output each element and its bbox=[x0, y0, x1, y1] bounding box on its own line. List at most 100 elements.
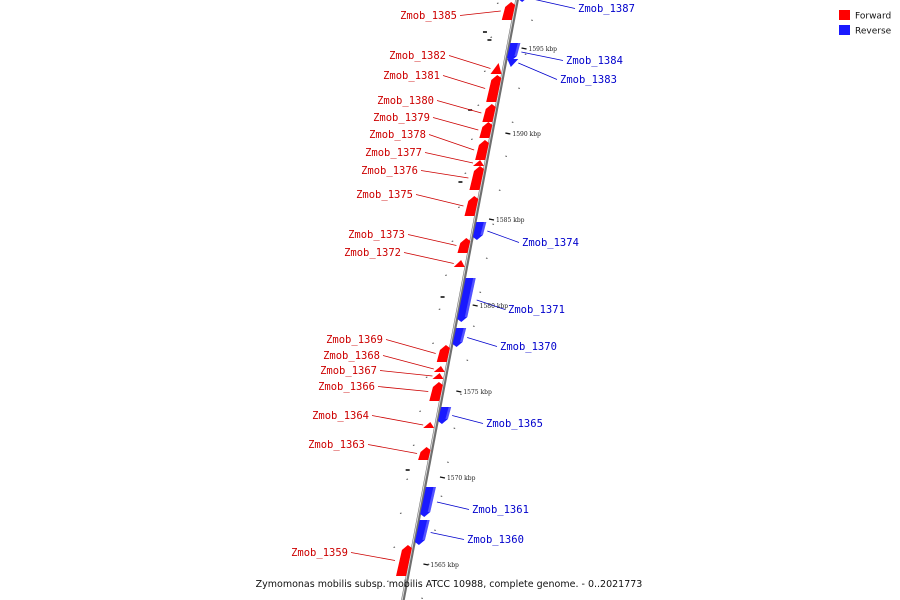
gene-shape[interactable] bbox=[501, 2, 516, 20]
gene-zmob-1381[interactable] bbox=[483, 75, 502, 102]
minor-tick bbox=[425, 376, 428, 378]
gene-label[interactable]: Zmob_1365 bbox=[486, 418, 543, 430]
gene-label[interactable]: Zmob_1387 bbox=[578, 3, 635, 15]
gene-label[interactable]: Zmob_1384 bbox=[566, 55, 623, 67]
kbp-label: 1590 kbp bbox=[512, 131, 541, 138]
gene-label[interactable]: Zmob_1373 bbox=[348, 229, 405, 241]
gene-zmob-1370[interactable] bbox=[452, 328, 467, 347]
gene-zmob-1361[interactable] bbox=[420, 487, 436, 517]
gene-label[interactable]: Zmob_1378 bbox=[369, 129, 426, 141]
gene-zmob-1384[interactable] bbox=[506, 43, 521, 61]
leader-line bbox=[476, 299, 506, 310]
gene-label[interactable]: Zmob_1371 bbox=[508, 304, 565, 316]
gene-label[interactable]: Zmob_1377 bbox=[365, 147, 422, 159]
gene-label[interactable]: Zmob_1369 bbox=[326, 334, 383, 346]
gene-shape[interactable] bbox=[518, 0, 529, 2]
gene-label[interactable]: Zmob_1370 bbox=[500, 341, 557, 353]
gene-zmob-1365[interactable] bbox=[437, 407, 452, 424]
gene-shape[interactable] bbox=[464, 196, 479, 216]
gene-zmob-1359[interactable] bbox=[393, 545, 412, 576]
gene-shape[interactable] bbox=[482, 104, 496, 122]
gene-zmob-1382[interactable] bbox=[490, 63, 502, 74]
gene-shape[interactable] bbox=[472, 222, 487, 240]
gene-shape[interactable] bbox=[479, 122, 493, 138]
minor-tick bbox=[490, 36, 493, 38]
gene-label[interactable]: Zmob_1380 bbox=[377, 95, 434, 107]
gene-label[interactable]: Zmob_1379 bbox=[373, 112, 430, 124]
gene-shape[interactable] bbox=[414, 520, 430, 545]
gene-label[interactable]: Zmob_1367 bbox=[320, 365, 377, 377]
gene-shape[interactable] bbox=[432, 373, 444, 379]
gene-shape[interactable] bbox=[418, 447, 431, 460]
gene-features bbox=[393, 0, 529, 576]
gene-shape[interactable] bbox=[452, 328, 467, 347]
gene-shape[interactable] bbox=[506, 43, 521, 61]
gene-zmob-1378[interactable] bbox=[472, 140, 489, 160]
gene-shape[interactable] bbox=[429, 382, 443, 401]
gene-label[interactable]: Zmob_1366 bbox=[318, 381, 375, 393]
gene-shape[interactable] bbox=[423, 422, 435, 428]
gene-label[interactable]: Zmob_1383 bbox=[560, 74, 617, 86]
gene-zmob-1369[interactable] bbox=[434, 345, 450, 362]
gene-label[interactable]: Zmob_1381 bbox=[383, 70, 440, 82]
gene-zmob-1366[interactable] bbox=[426, 382, 443, 401]
gene-zmob-1383[interactable] bbox=[507, 59, 519, 67]
gene-label[interactable]: Zmob_1363 bbox=[308, 439, 365, 451]
gene-shape[interactable] bbox=[472, 160, 484, 166]
gene-zmob-1364[interactable] bbox=[423, 422, 435, 428]
gene-shape[interactable] bbox=[457, 238, 471, 253]
gene-zmob-1375[interactable] bbox=[461, 196, 479, 216]
gene-zmob-1376[interactable] bbox=[466, 166, 484, 190]
leader-line bbox=[521, 51, 564, 61]
leader-line bbox=[430, 532, 465, 540]
gene-shape[interactable] bbox=[486, 75, 502, 102]
gene-shape[interactable] bbox=[507, 59, 519, 67]
gene-label[interactable]: Zmob_1368 bbox=[323, 350, 380, 362]
gene-shape[interactable] bbox=[453, 260, 465, 267]
gene-highlight bbox=[514, 43, 521, 56]
gene-label[interactable]: Zmob_1359 bbox=[291, 547, 348, 559]
gene-shape[interactable] bbox=[396, 545, 412, 576]
minor-tick bbox=[421, 597, 423, 599]
gene-zmob-1373[interactable] bbox=[454, 238, 471, 253]
gene-shape[interactable] bbox=[490, 63, 502, 74]
gene-shape[interactable] bbox=[475, 140, 489, 160]
gene-zmob-1360[interactable] bbox=[414, 520, 430, 545]
gene-zmob-1387[interactable] bbox=[518, 0, 529, 2]
gene-label[interactable]: Zmob_1375 bbox=[356, 189, 413, 201]
minor-tick bbox=[434, 529, 436, 531]
gene-highlight bbox=[460, 328, 467, 342]
gene-label[interactable]: Zmob_1376 bbox=[361, 165, 418, 177]
gene-label[interactable]: Zmob_1382 bbox=[389, 50, 446, 62]
gene-label[interactable]: Zmob_1364 bbox=[312, 410, 369, 422]
gene-label[interactable]: Zmob_1385 bbox=[400, 10, 457, 22]
gene-label[interactable]: Zmob_1372 bbox=[344, 247, 401, 259]
gene-shape[interactable] bbox=[436, 345, 450, 362]
gene-shape[interactable] bbox=[457, 278, 476, 322]
gene-zmob-1371[interactable] bbox=[457, 278, 476, 322]
gene-zmob-1372[interactable] bbox=[453, 260, 465, 267]
gene-label[interactable]: Zmob_1360 bbox=[467, 534, 524, 546]
gene-highlight bbox=[472, 145, 479, 160]
leader-line bbox=[382, 355, 434, 370]
minor-tick bbox=[447, 461, 449, 463]
gene-label[interactable]: Zmob_1374 bbox=[522, 237, 579, 249]
leader-line bbox=[442, 75, 486, 89]
gene-zmob-1379[interactable] bbox=[476, 122, 493, 138]
gene-zmob-1385[interactable] bbox=[499, 2, 516, 20]
kbp-label: 1575 kbp bbox=[463, 389, 492, 396]
gene-zmob-1363[interactable] bbox=[415, 447, 431, 460]
gene-label[interactable]: Zmob_1361 bbox=[472, 504, 529, 516]
gene-shape[interactable] bbox=[437, 407, 452, 424]
gene-shape[interactable] bbox=[469, 166, 484, 190]
gene-shape[interactable] bbox=[420, 487, 436, 517]
legend-forward-label: Forward bbox=[855, 12, 891, 22]
gene-zmob-1380[interactable] bbox=[479, 104, 496, 122]
gene-zmob-1368[interactable] bbox=[433, 366, 445, 372]
gene-zmob-1374[interactable] bbox=[472, 222, 487, 240]
gene-shape[interactable] bbox=[433, 366, 445, 372]
genome-backbone bbox=[401, 0, 519, 600]
gene-zmob-1367[interactable] bbox=[432, 373, 444, 379]
leader-line bbox=[428, 134, 475, 151]
gene-zmob-1377[interactable] bbox=[472, 160, 484, 166]
